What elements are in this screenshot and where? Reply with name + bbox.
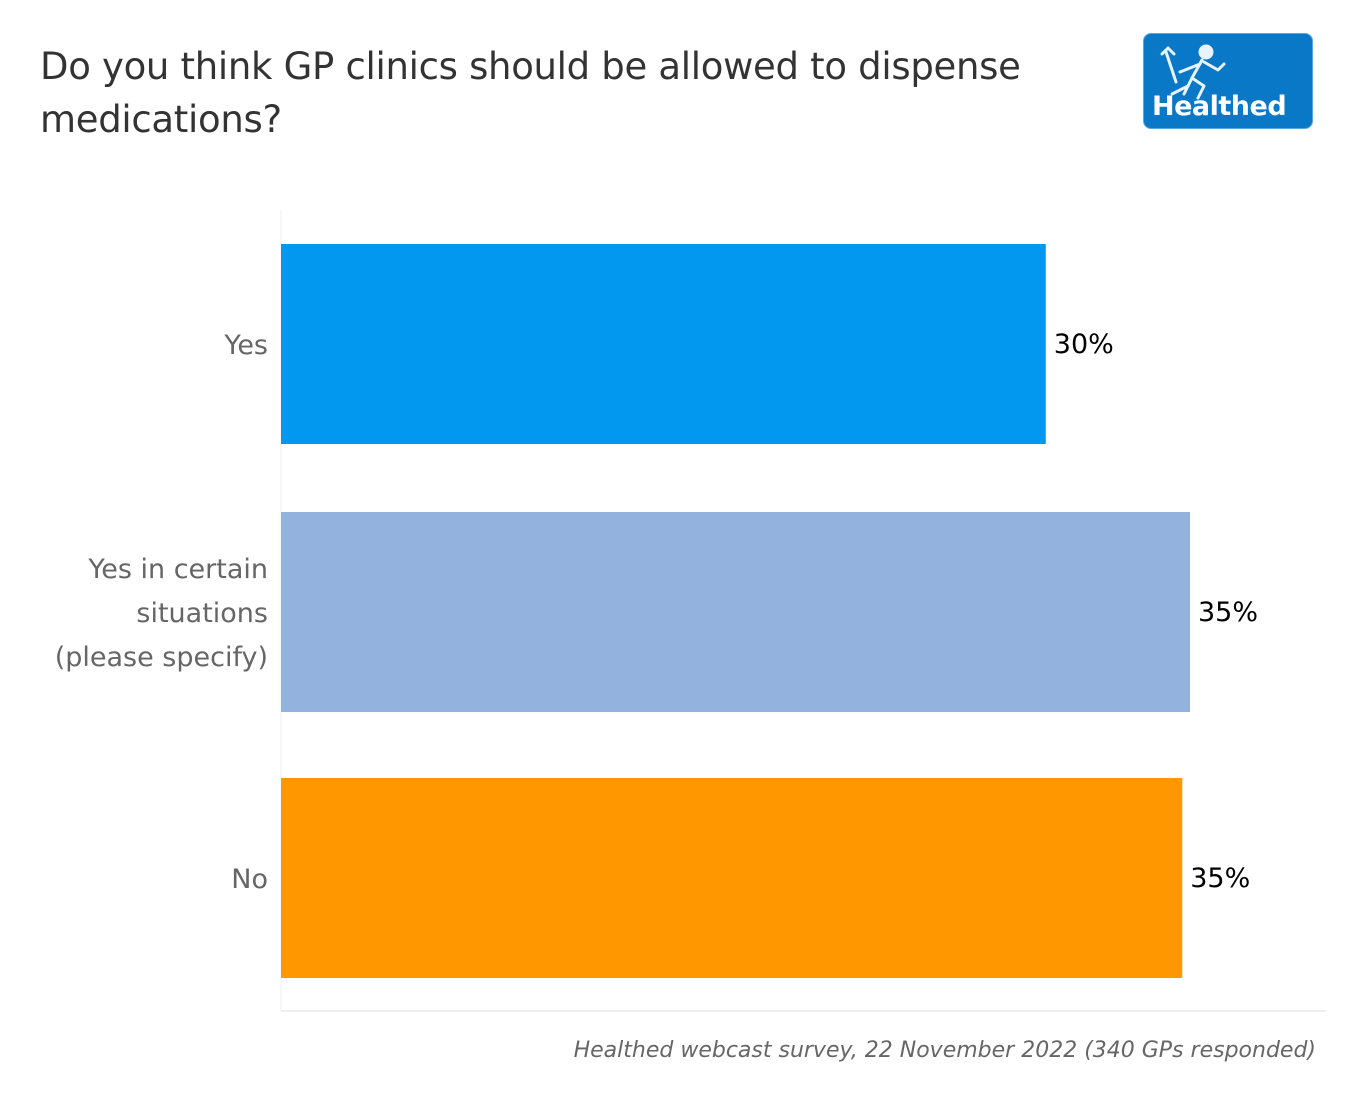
healthed-logo: Healthed — [1143, 33, 1313, 129]
data-label-2: 35% — [1198, 597, 1258, 628]
bar-2[interactable] — [281, 512, 1190, 712]
logo-text: Healthed — [1152, 91, 1287, 122]
chart-title: Do you think GP clinics should be allowe… — [40, 45, 1021, 141]
data-label-1: 30% — [1054, 329, 1114, 360]
bar-1[interactable] — [281, 244, 1046, 444]
category-label-1: Yes — [223, 330, 268, 361]
source-footnote: Healthed webcast survey, 22 November 202… — [573, 1038, 1316, 1063]
category-label-2: Yes in certain situations (please specify) — [55, 554, 268, 673]
category-label-line: situations — [136, 598, 268, 629]
hermes-running-figure-icon — [1160, 44, 1226, 100]
category-label-line: Yes — [223, 330, 268, 361]
category-label-3: No — [231, 864, 268, 895]
category-label-line: Yes in certain — [87, 554, 268, 585]
category-label-line: No — [231, 864, 268, 895]
data-label-3: 35% — [1190, 863, 1250, 894]
bar-3[interactable] — [281, 778, 1183, 978]
category-label-line: (please specify) — [55, 642, 268, 673]
